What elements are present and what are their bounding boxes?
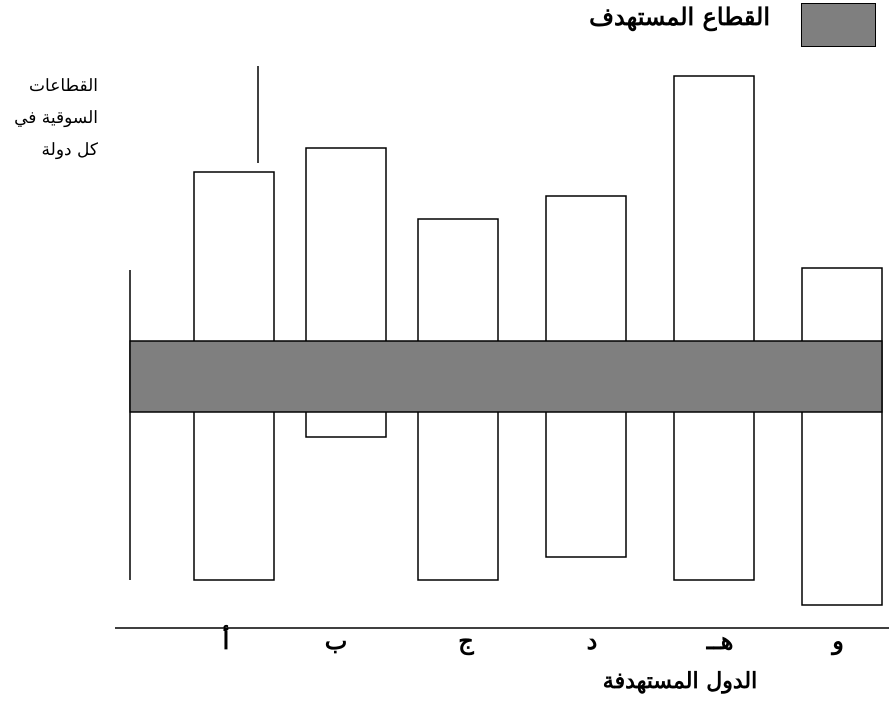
country-label-a: أ [222, 626, 230, 655]
target-segment-band [129, 340, 883, 413]
legend-swatch [801, 3, 876, 47]
country-label-e: هــ [706, 626, 734, 655]
y-axis-label-line: السوقية في [14, 108, 98, 128]
country-label-c: ج [458, 626, 474, 655]
country-label-b: ب [324, 626, 348, 655]
segment-lines [129, 66, 883, 606]
y-axis-label-line: القطاعات [29, 76, 98, 96]
country-label-f: و [832, 626, 844, 655]
legend-label: القطاع المستهدف [589, 2, 770, 31]
country-label-d: د [586, 626, 598, 655]
y-axis-label-line: كل دولة [41, 140, 98, 160]
segment-box [673, 75, 755, 581]
y-axis-label: القطاعات السوقية في كل دولة [0, 70, 98, 166]
segment-box [305, 147, 387, 438]
segment-box [801, 267, 883, 606]
x-axis-title: الدول المستهدفة [602, 668, 758, 694]
